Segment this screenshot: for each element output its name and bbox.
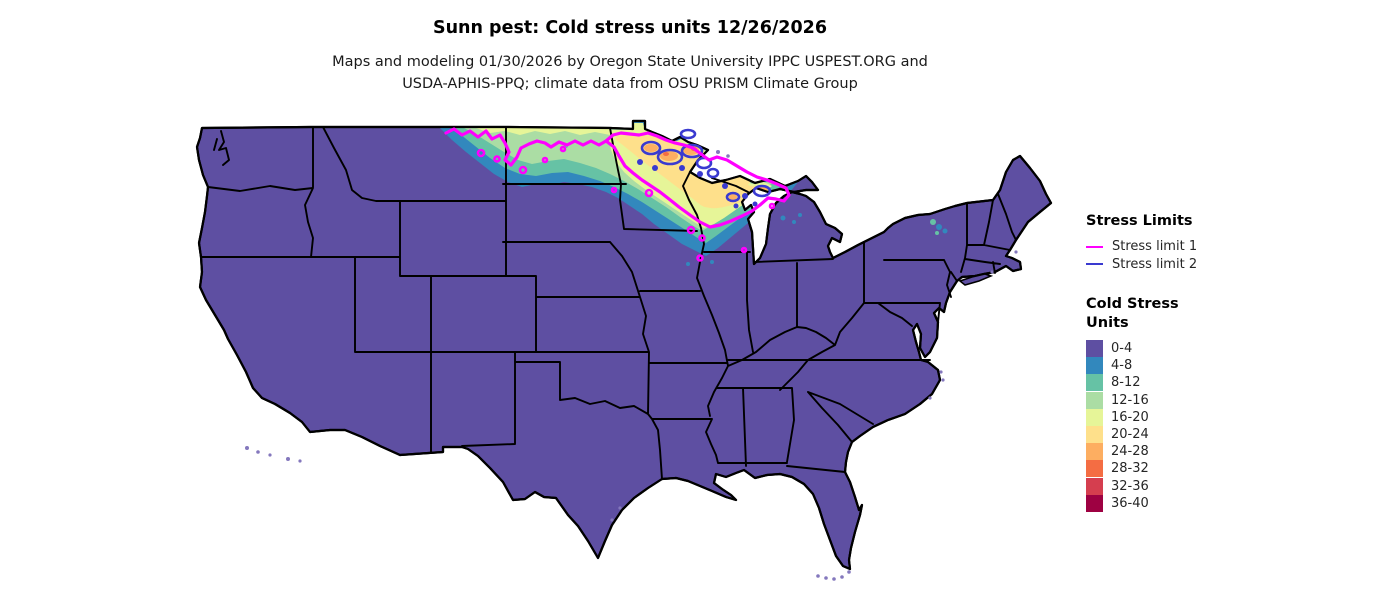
cold-stress-class-row: 16-20 [1086,408,1266,426]
cold-stress-class-label: 28-32 [1111,461,1149,477]
cold-stress-swatch [1086,477,1103,495]
outlier-dots-blue [686,213,948,266]
cold-stress-class-label: 0-4 [1111,341,1133,357]
legend: Stress Limits Stress limit 1 Stress limit… [1086,213,1266,512]
cold-stress-swatch [1086,357,1103,375]
cold-stress-class-label: 16-20 [1111,409,1149,425]
cold-stress-class-label: 8-12 [1111,375,1141,391]
stress-limit-label: Stress limit 1 [1112,239,1198,255]
cold-stress-items: 0-4 4-8 8-12 12-16 16-20 20-24 24-28 28-32 32-36… [1086,340,1266,512]
map-title: Sunn pest: Cold stress units 12/26/2026 [432,18,827,38]
cold-stress-swatch [1086,426,1103,444]
cold-stress-class-row: 20-24 [1086,426,1266,444]
cold-stress-class-row: 24-28 [1086,443,1266,461]
stress-limit-row: Stress limit 2 [1086,256,1266,274]
stress-limit-line-sample [1086,263,1103,266]
cold-stress-class-row: 8-12 [1086,374,1266,392]
cold-stress-class-row: 36-40 [1086,494,1266,512]
cold-stress-class-row: 0-4 [1086,340,1266,358]
map-subtitle: Maps and modeling 01/30/2026 by Oregon S… [190,51,1070,95]
cold-stress-swatch [1086,460,1103,478]
subtitle-line-1: Maps and modeling 01/30/2026 by Oregon S… [332,54,928,70]
cold-stress-class-label: 32-36 [1111,478,1149,494]
cold-stress-class-label: 4-8 [1111,358,1133,374]
stress-limit-row: Stress limit 1 [1086,238,1266,256]
title-block: Sunn pest: Cold stress units 12/26/2026 … [190,18,1070,95]
long-island [958,273,994,286]
cold-stress-swatch [1086,443,1103,461]
stress-limits-title: Stress Limits [1086,213,1193,229]
stress-limit-line-sample [1086,245,1103,248]
cold-stress-class-label: 36-40 [1111,495,1149,511]
stress-limit-label: Stress limit 2 [1112,256,1198,272]
band-16-20-strip [476,128,610,135]
cold-stress-title-line-1: Cold Stress [1086,296,1179,312]
cold-stress-class-row: 4-8 [1086,357,1266,375]
cold-stress-title-line-2: Units [1086,315,1129,331]
stress-limit-2-contours [637,128,772,209]
cold-stress-class-row: 32-36 [1086,477,1266,495]
cold-stress-class-label: 20-24 [1111,427,1149,443]
cold-stress-class-label: 12-16 [1111,392,1149,408]
subtitle-line-2: USDA-APHIS-PPQ; climate data from OSU PR… [402,76,858,92]
cold-stress-swatch [1086,408,1103,426]
state-borders [200,126,1017,480]
stress-limit-1-contours [444,127,791,262]
stress-limits-items: Stress limit 1 Stress limit 2 [1086,238,1266,273]
cold-stress-title: Cold Stress Units [1086,295,1266,333]
cold-stress-swatch [1086,494,1103,512]
coastal-speckles [245,150,1018,581]
cold-stress-class-row: 12-16 [1086,391,1266,409]
cold-stress-swatch [1086,340,1103,358]
cold-stress-swatch [1086,374,1103,392]
cold-stress-class-row: 28-32 [1086,460,1266,478]
cold-stress-swatch [1086,391,1103,409]
cold-stress-class-label: 24-28 [1111,444,1149,460]
